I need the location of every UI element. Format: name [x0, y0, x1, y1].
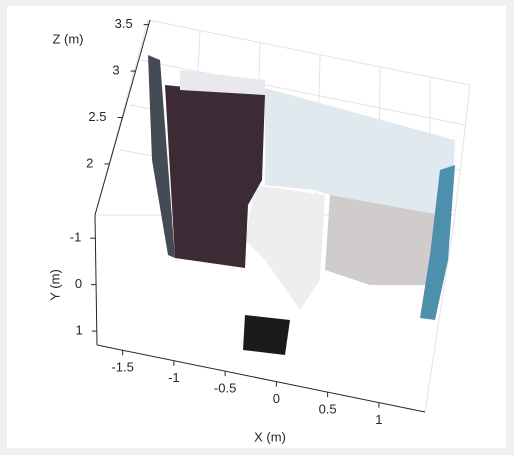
floor-light [245, 185, 325, 310]
y-axis-label: Y (m) [47, 269, 62, 301]
x-tick-label: -0.5 [214, 381, 236, 396]
curtain [420, 165, 455, 320]
point-cloud [148, 55, 455, 355]
x-tick-label: 1 [375, 412, 382, 427]
y-axis [94, 214, 98, 346]
y-tick-label: 1 [76, 323, 83, 338]
z-tick-label: 2.5 [88, 109, 106, 124]
y-tick-label: 0 [75, 276, 82, 291]
z-axis-label: Z (m) [52, 31, 83, 46]
floor [325, 195, 440, 285]
chair [243, 315, 290, 355]
back-wall [265, 88, 455, 235]
y-tick-label: -1 [70, 230, 82, 245]
x-tick-label: 0.5 [319, 402, 337, 417]
z-tick-label: 3.5 [115, 16, 133, 31]
x-tick-label: -1.5 [111, 360, 133, 375]
dark-wall [165, 85, 265, 268]
x-axis-label: X (m) [254, 429, 286, 444]
x-tick-label: 0 [273, 391, 280, 406]
z-tick-label: 2 [86, 155, 93, 170]
x-axis [96, 344, 426, 413]
z-tick-label: 3 [112, 63, 119, 78]
top-edge [180, 70, 265, 95]
left-edge [148, 55, 175, 258]
x-tick-label: -1 [168, 370, 180, 385]
